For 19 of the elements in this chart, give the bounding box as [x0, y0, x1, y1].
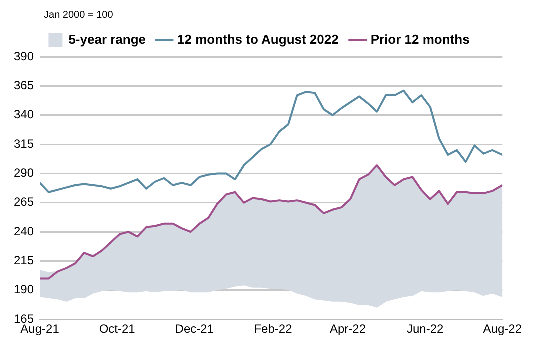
y-tick-label: 240	[14, 224, 34, 238]
legend-label: 12 months to August 2022	[178, 32, 339, 48]
y-tick-label: 315	[14, 136, 34, 151]
y-tick-label: 290	[14, 166, 34, 180]
x-tick-label: Oct-21	[99, 322, 136, 336]
y-tick-label: 190	[14, 282, 34, 297]
x-tick-label: Aug-22	[483, 322, 522, 336]
x-tick-label: Dec-21	[175, 322, 214, 336]
y-tick-label: 390	[14, 49, 34, 64]
y-tick-label: 265	[14, 195, 34, 210]
text: Jan 2000 = 100	[44, 10, 114, 21]
y-tick-label: 215	[14, 254, 34, 268]
y-tick-label: 340	[14, 108, 34, 122]
x-tick-label: Jun-22	[406, 322, 444, 336]
x-tick-label: Apr-22	[330, 322, 366, 336]
x-tick-label: Feb-22	[254, 322, 293, 336]
y-tick-label: 365	[14, 78, 34, 92]
legend-label: Prior 12 months	[370, 32, 470, 48]
legend-label: 5-year range	[68, 32, 146, 48]
